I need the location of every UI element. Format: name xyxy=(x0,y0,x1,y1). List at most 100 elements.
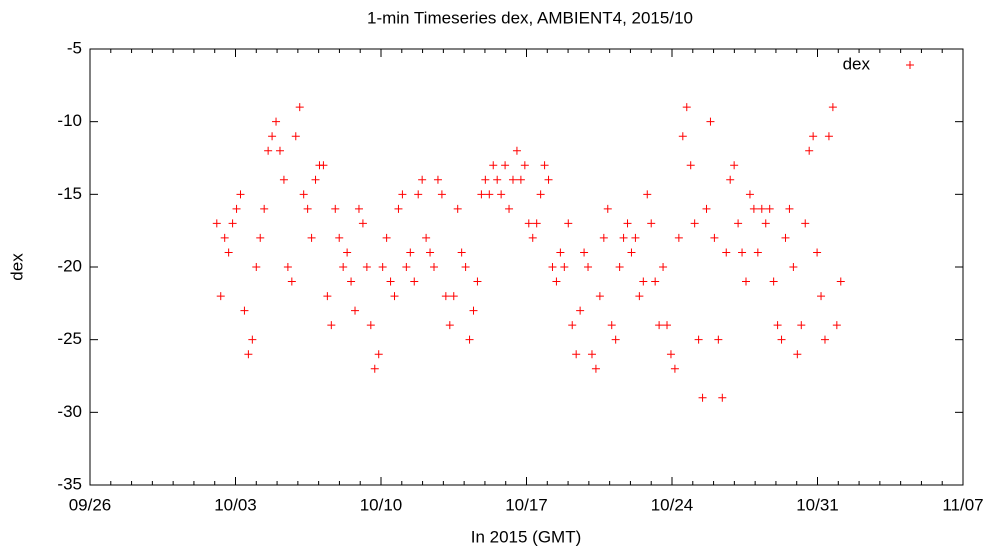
point xyxy=(366,321,375,330)
y-tick-label: -25 xyxy=(57,329,82,348)
point xyxy=(351,306,360,315)
point xyxy=(378,263,387,271)
point xyxy=(663,321,672,330)
point xyxy=(319,161,328,170)
point xyxy=(817,292,826,301)
point xyxy=(674,233,683,242)
point xyxy=(738,248,747,257)
x-tick-label: 09/26 xyxy=(69,495,112,514)
point xyxy=(745,190,754,199)
point xyxy=(430,263,439,271)
point xyxy=(374,350,383,359)
point xyxy=(303,204,312,213)
x-tick-label: 10/03 xyxy=(214,495,257,514)
point xyxy=(461,263,470,271)
point xyxy=(485,190,494,199)
point xyxy=(402,263,411,271)
point xyxy=(283,263,292,271)
point xyxy=(240,306,249,315)
point xyxy=(655,321,664,330)
point xyxy=(599,233,608,242)
legend-marker xyxy=(906,61,914,69)
x-tick-label: 11/07 xyxy=(942,495,983,514)
point xyxy=(698,393,707,402)
point xyxy=(813,248,822,257)
point xyxy=(702,204,711,213)
y-axis-label: dex xyxy=(7,253,26,281)
point xyxy=(564,219,573,228)
point xyxy=(473,277,482,286)
point xyxy=(493,175,502,184)
plot-frame xyxy=(89,48,964,486)
point xyxy=(757,204,766,213)
point xyxy=(260,204,269,213)
point xyxy=(643,190,652,199)
point xyxy=(714,335,723,344)
point xyxy=(481,175,490,184)
point xyxy=(595,292,604,301)
point xyxy=(603,204,612,213)
point xyxy=(410,277,419,286)
y-tick-label: -35 xyxy=(57,474,82,493)
point xyxy=(390,292,399,301)
y-tick-label: -15 xyxy=(57,184,82,203)
point xyxy=(335,233,344,242)
point xyxy=(734,219,743,228)
y-tick-label: -20 xyxy=(57,256,82,275)
point xyxy=(398,190,407,199)
point xyxy=(264,146,273,155)
point xyxy=(722,248,731,257)
point xyxy=(453,204,462,213)
point xyxy=(272,117,281,126)
point xyxy=(362,263,371,271)
point xyxy=(354,204,363,213)
point xyxy=(777,335,786,344)
point xyxy=(615,263,624,271)
point xyxy=(572,350,581,359)
point xyxy=(540,161,549,170)
point xyxy=(358,219,367,228)
point xyxy=(682,103,691,112)
point xyxy=(248,335,257,344)
point xyxy=(508,175,517,184)
point xyxy=(532,219,541,228)
point xyxy=(741,277,750,286)
point xyxy=(710,233,719,242)
x-tick-label: 10/24 xyxy=(651,495,694,514)
point xyxy=(631,233,640,242)
point xyxy=(295,103,304,112)
point xyxy=(820,335,829,344)
point xyxy=(694,335,703,344)
point xyxy=(386,277,395,286)
point xyxy=(437,190,446,199)
point xyxy=(749,204,758,213)
point xyxy=(228,219,237,228)
y-tick-label: -5 xyxy=(67,38,82,57)
point xyxy=(516,175,525,184)
point xyxy=(465,335,474,344)
y-tick-label: -30 xyxy=(57,402,82,421)
point xyxy=(686,161,695,170)
point xyxy=(291,132,300,141)
point xyxy=(220,233,229,242)
point xyxy=(832,321,841,330)
point xyxy=(568,321,577,330)
point xyxy=(394,204,403,213)
point xyxy=(753,248,762,257)
point xyxy=(678,132,687,141)
point xyxy=(635,292,644,301)
point xyxy=(805,146,814,155)
point xyxy=(659,263,668,271)
point xyxy=(414,190,423,199)
point xyxy=(789,263,798,271)
point xyxy=(548,263,557,271)
point xyxy=(836,277,845,286)
point xyxy=(256,233,265,242)
point xyxy=(690,219,699,228)
point xyxy=(591,364,600,373)
point xyxy=(785,204,794,213)
point xyxy=(370,364,379,373)
x-axis-label: In 2015 (GMT) xyxy=(471,527,582,546)
point xyxy=(647,219,656,228)
point xyxy=(426,248,435,257)
